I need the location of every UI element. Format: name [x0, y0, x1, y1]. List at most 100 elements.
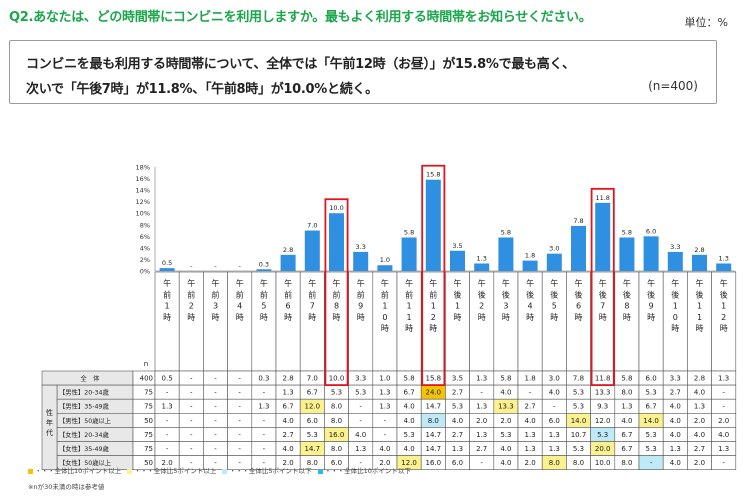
table-cell-value: 6.0	[331, 459, 342, 467]
table-cell-value: 8.0	[331, 417, 342, 425]
category-label-char: 時	[623, 313, 631, 322]
table-cell-value: 5.3	[646, 389, 657, 397]
table-cell-value: 1.3	[549, 445, 560, 453]
table-cell-value: -	[359, 417, 362, 425]
table-cell-value: 1.0	[379, 375, 390, 383]
category-label-char: 1	[697, 302, 702, 311]
category-label-char: 前	[333, 289, 341, 299]
category-label-char: 午	[720, 278, 728, 288]
table-cell-value: -	[166, 445, 169, 453]
table-cell-value: -	[190, 389, 193, 397]
category-label-char: 1	[382, 302, 387, 311]
category-header-cell	[445, 271, 470, 372]
bar	[667, 251, 683, 271]
table-cell-value: 2.8	[694, 375, 705, 383]
table-cell-value: 7.8	[573, 375, 584, 383]
bar-value-label: 2.8	[283, 246, 293, 254]
category-label-char: 午	[671, 278, 679, 288]
table-cell-value: 1.3	[379, 389, 390, 397]
table-cell-value: -	[190, 403, 193, 411]
bar-value-label: 3.3	[356, 243, 366, 251]
row-label: 【男性】50歳以上	[59, 416, 111, 425]
category-header-cell	[662, 271, 688, 372]
bar	[474, 263, 490, 271]
table-cell-value: -	[238, 417, 241, 425]
n-value: 50	[144, 459, 153, 467]
category-header-cell	[517, 271, 543, 372]
group-label-char: 年	[46, 418, 53, 427]
table-cell-value: 6.0	[307, 417, 318, 425]
bar-value-label: -	[190, 262, 193, 270]
table-cell-value: -	[166, 417, 169, 425]
table-cell-value: -	[384, 417, 387, 425]
category-label-char: 時	[720, 324, 728, 333]
category-label-char: 午	[405, 278, 413, 288]
bar	[571, 225, 586, 271]
table-cell-value: 5.8	[621, 375, 632, 383]
category-label-char: 後	[526, 289, 534, 299]
legend-swatch-plus10	[28, 468, 33, 474]
table-cell-value: 15.8	[426, 375, 442, 383]
table-cell-value: 20.0	[595, 445, 611, 453]
table-cell-value: 2.0	[283, 459, 294, 467]
table-cell-value: -	[190, 431, 193, 439]
bar	[619, 237, 635, 271]
category-label-char: 3	[213, 302, 218, 311]
table-cell-value: 1.3	[549, 431, 560, 439]
table-cell-value: 13.3	[595, 389, 611, 397]
table-cell-value: 4.0	[670, 403, 681, 411]
table-cell-value: 2.0	[379, 459, 390, 467]
table-cell-value: -	[190, 459, 193, 467]
footnote: ※nが30未満の時は参考値	[28, 483, 105, 491]
category-label-char: 午	[575, 278, 583, 288]
table-cell-value: 3.3	[355, 375, 366, 383]
table-cell-value: -	[214, 445, 217, 453]
category-label-char: 時	[308, 313, 316, 322]
n-value: 400	[140, 375, 153, 383]
category-label-char: 時	[696, 324, 704, 333]
bar	[159, 268, 175, 271]
bar-value-label: 1.3	[719, 254, 729, 262]
table-cell-value: 4.0	[283, 445, 294, 453]
table-cell-value: 3.0	[549, 375, 560, 383]
category-label-char: 前	[236, 289, 244, 299]
bar-value-label: -	[239, 262, 242, 270]
category-header-cell	[420, 271, 446, 372]
table-cell-value: 1.3	[162, 403, 173, 411]
category-label-char: 4	[528, 302, 533, 311]
category-label-char: 前	[429, 289, 437, 299]
table-cell-value: 2.8	[283, 375, 294, 383]
table-cell-value: -	[166, 431, 169, 439]
category-label-char: 時	[212, 313, 220, 322]
category-header-cell	[396, 271, 422, 372]
category-label-char: 午	[429, 278, 437, 288]
legend: ・・・全体比10ポイント以上 ・・・全体比5ポイント以上 ・・・全体比5ポイント…	[28, 465, 411, 475]
category-label-char: 午	[623, 278, 631, 288]
bar-value-label: 5.8	[501, 228, 511, 236]
table-cell-value: 4.0	[500, 445, 511, 453]
table-cell-value: 10.0	[329, 375, 345, 383]
category-label-char: 午	[212, 278, 220, 288]
category-label-char: 時	[405, 324, 413, 333]
table-cell-value: -	[263, 417, 266, 425]
table-cell-value: 6.7	[283, 403, 294, 411]
category-label-char: 午	[236, 278, 244, 288]
table-cell-value: -	[650, 459, 653, 467]
bar-value-label: 10.0	[329, 204, 343, 212]
table-cell-value: 5.3	[404, 431, 415, 439]
category-label-char: 午	[187, 278, 195, 288]
category-label-char: 後	[696, 289, 704, 299]
table-cell-value: 2.7	[525, 403, 536, 411]
table-cell-value: -	[238, 431, 241, 439]
table-cell-value: -	[359, 403, 362, 411]
row-label: 【女性】20-34歳	[59, 430, 109, 439]
category-label-char: 2	[479, 302, 484, 311]
category-label-char: 1	[431, 302, 436, 311]
table-cell-value: 6.7	[621, 431, 632, 439]
group-label-char: 代	[46, 428, 53, 437]
table-cell-value: 2.7	[694, 445, 705, 453]
table-cell-value: 1.3	[476, 403, 487, 411]
category-label-char: 1	[455, 302, 460, 311]
table-cell-value: -	[214, 417, 217, 425]
row-label: 【女性】50歳以上	[59, 458, 111, 467]
